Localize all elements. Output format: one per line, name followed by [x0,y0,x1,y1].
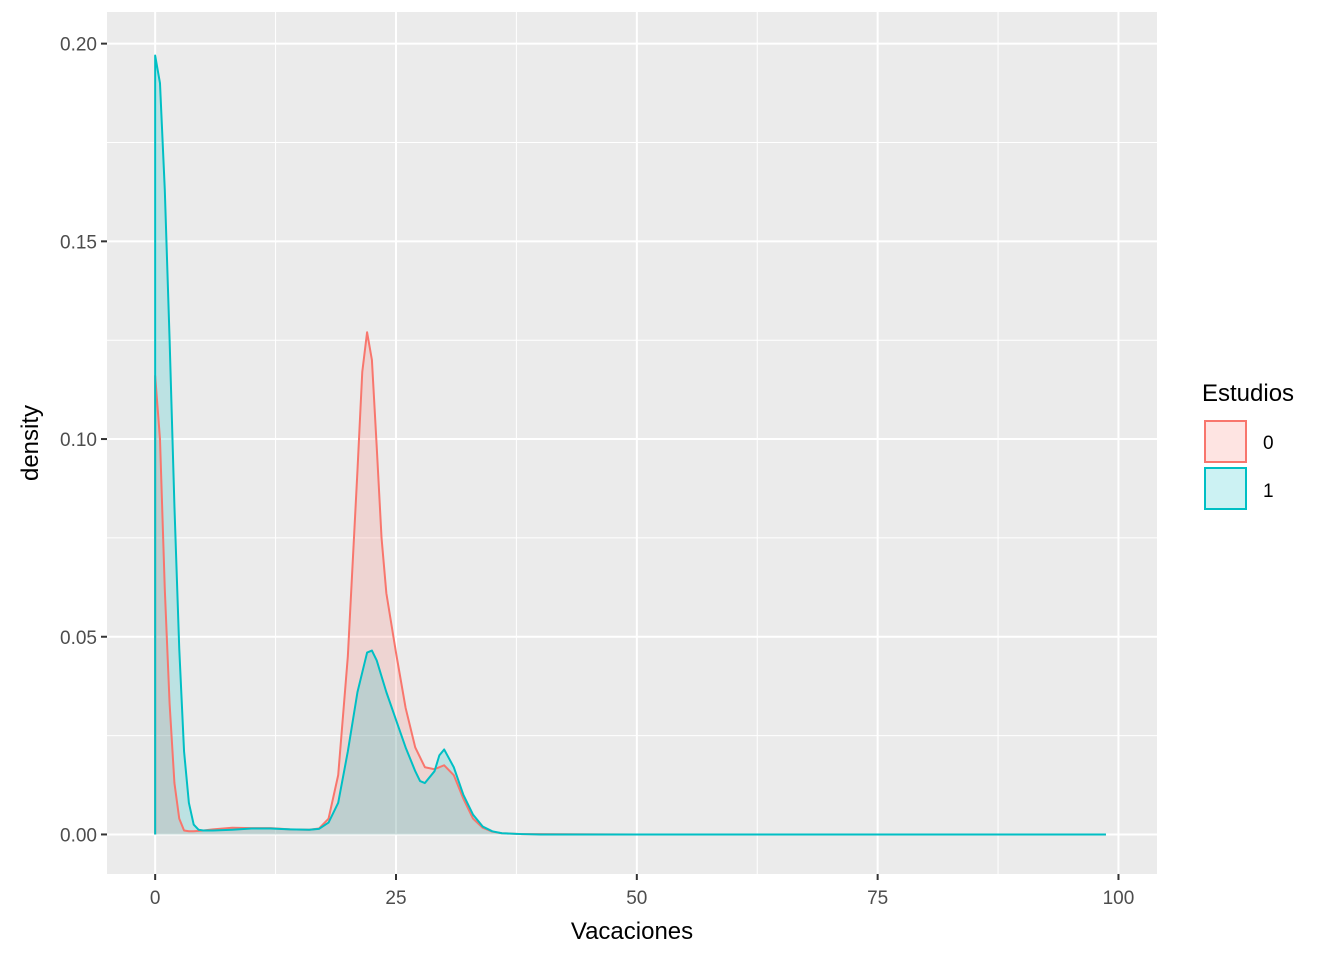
x-axis-title: Vacaciones [571,918,693,945]
legend-label-1: 1 [1263,481,1274,502]
y-axis-title: density [17,405,44,481]
y-tick-label: 0.20 [60,35,97,56]
minor-gridlines [107,12,1157,874]
x-tick-label: 0 [150,888,161,909]
x-tick-label: 75 [867,888,888,909]
plot-panel [107,12,1157,874]
y-tick-label: 0.05 [60,628,97,649]
legend-key-1 [1204,467,1247,510]
y-tick-label: 0.00 [60,825,97,846]
y-axis: 0.00 0.05 0.10 0.15 0.20 [60,35,107,846]
y-tick-label: 0.10 [60,430,97,451]
x-axis: 0 25 50 75 100 [150,874,1134,909]
x-tick-label: 100 [1103,888,1135,909]
legend-key-0 [1204,420,1247,463]
legend-title: Estudios [1202,380,1294,407]
x-tick-label: 25 [385,888,406,909]
legend-label-0: 0 [1263,433,1274,454]
x-tick-label: 50 [626,888,647,909]
y-tick-label: 0.15 [60,232,97,253]
legend: Estudios 0 1 [1202,380,1294,510]
density-areas [154,54,1106,836]
density-line-1 [154,54,1106,836]
